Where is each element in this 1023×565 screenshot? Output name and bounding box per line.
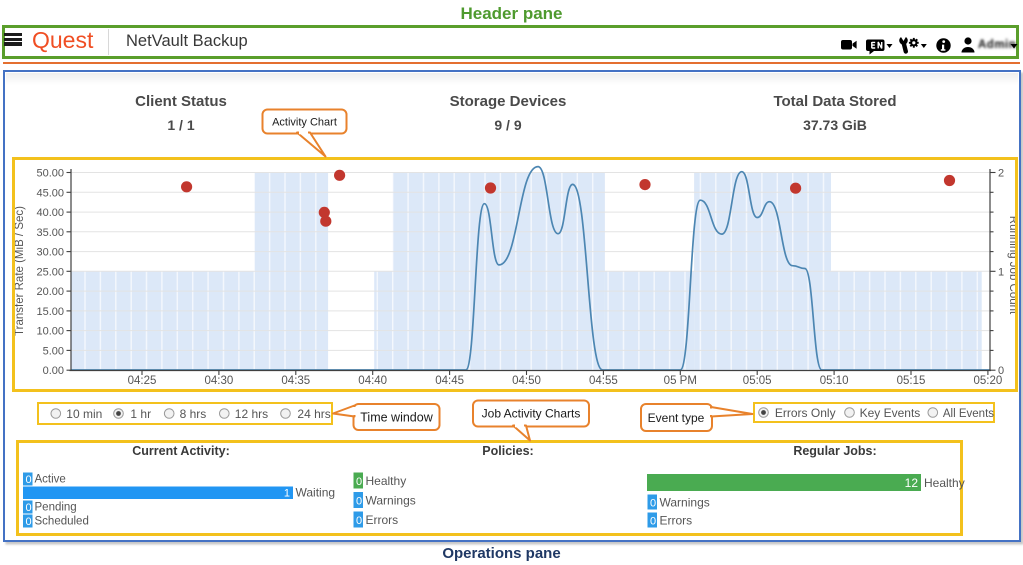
svg-text:20.00: 20.00 (36, 286, 64, 298)
svg-text:Healthy: Healthy (924, 476, 965, 490)
svg-text:0: 0 (650, 516, 656, 528)
svg-text:30.00: 30.00 (36, 247, 64, 259)
svg-text:04:55: 04:55 (589, 375, 618, 387)
svg-text:45.00: 45.00 (36, 187, 64, 199)
svg-text:Activity Chart: Activity Chart (272, 117, 337, 129)
svg-text:0: 0 (356, 515, 362, 527)
svg-text:2: 2 (998, 168, 1004, 180)
svg-text:05:10: 05:10 (820, 375, 849, 387)
svg-text:05 PM: 05 PM (664, 375, 697, 387)
svg-text:0: 0 (998, 365, 1004, 377)
svg-text:0: 0 (356, 496, 362, 508)
svg-text:15.00: 15.00 (36, 306, 64, 318)
svg-text:0: 0 (26, 516, 32, 528)
svg-text:40.00: 40.00 (36, 207, 64, 219)
svg-text:1: 1 (998, 266, 1004, 278)
svg-text:Job Activity Charts: Job Activity Charts (482, 407, 581, 421)
svg-text:12 hrs: 12 hrs (235, 407, 268, 421)
svg-text:24 hrs: 24 hrs (297, 407, 330, 421)
svg-text:05:05: 05:05 (743, 375, 772, 387)
svg-text:10 min: 10 min (66, 407, 102, 421)
svg-text:Errors: Errors (366, 513, 399, 527)
svg-text:Scheduled: Scheduled (35, 516, 89, 528)
svg-text:0: 0 (356, 476, 362, 488)
svg-text:Warnings: Warnings (660, 496, 710, 510)
svg-text:05:20: 05:20 (974, 375, 1003, 387)
svg-text:Transfer Rate (MiB / Sec): Transfer Rate (MiB / Sec) (15, 206, 26, 336)
svg-text:1 hr: 1 hr (130, 407, 151, 421)
svg-text:04:25: 04:25 (128, 375, 157, 387)
svg-text:Event type: Event type (648, 411, 705, 425)
svg-text:Active: Active (35, 474, 66, 486)
svg-text:50.00: 50.00 (36, 168, 64, 180)
svg-text:Pending: Pending (35, 502, 77, 514)
svg-text:1: 1 (284, 488, 290, 500)
svg-text:05:15: 05:15 (897, 375, 926, 387)
svg-text:All Events: All Events (943, 408, 994, 420)
svg-text:8 hrs: 8 hrs (180, 407, 207, 421)
svg-text:10.00: 10.00 (36, 326, 64, 338)
svg-text:35.00: 35.00 (36, 227, 64, 239)
svg-text:Errors: Errors (660, 514, 693, 528)
svg-text:0: 0 (26, 474, 32, 486)
svg-text:Errors Only: Errors Only (775, 406, 836, 420)
svg-text:Time window: Time window (360, 411, 433, 425)
svg-text:04:45: 04:45 (435, 375, 464, 387)
svg-text:Warnings: Warnings (366, 494, 416, 508)
svg-text:Running Job Count: Running Job Count (1007, 216, 1015, 315)
svg-text:Waiting: Waiting (296, 486, 336, 500)
svg-text:12: 12 (905, 476, 919, 490)
svg-text:0.00: 0.00 (43, 365, 64, 377)
svg-text:04:40: 04:40 (358, 375, 387, 387)
svg-text:0: 0 (26, 502, 32, 514)
svg-text:04:30: 04:30 (205, 375, 234, 387)
svg-text:04:35: 04:35 (281, 375, 310, 387)
svg-text:5.00: 5.00 (43, 345, 64, 357)
svg-text:Key Events: Key Events (860, 406, 921, 420)
svg-text:04:50: 04:50 (512, 375, 541, 387)
svg-text:25.00: 25.00 (36, 266, 64, 278)
svg-text:Healthy: Healthy (366, 474, 407, 488)
svg-text:0: 0 (650, 498, 656, 510)
